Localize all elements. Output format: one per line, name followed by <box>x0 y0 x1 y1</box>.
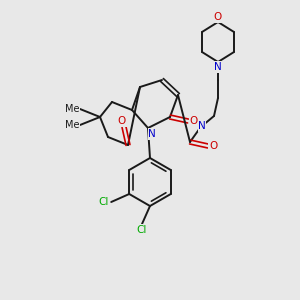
Text: N: N <box>198 121 206 131</box>
Text: Me: Me <box>65 104 79 114</box>
Text: O: O <box>209 141 217 151</box>
Text: O: O <box>214 12 222 22</box>
Text: H: H <box>190 119 198 129</box>
Text: O: O <box>190 116 198 126</box>
Text: Me: Me <box>65 120 79 130</box>
Text: Cl: Cl <box>98 197 108 207</box>
Text: N: N <box>148 129 156 139</box>
Text: Cl: Cl <box>137 225 147 235</box>
Text: N: N <box>214 62 222 72</box>
Text: O: O <box>118 116 126 126</box>
